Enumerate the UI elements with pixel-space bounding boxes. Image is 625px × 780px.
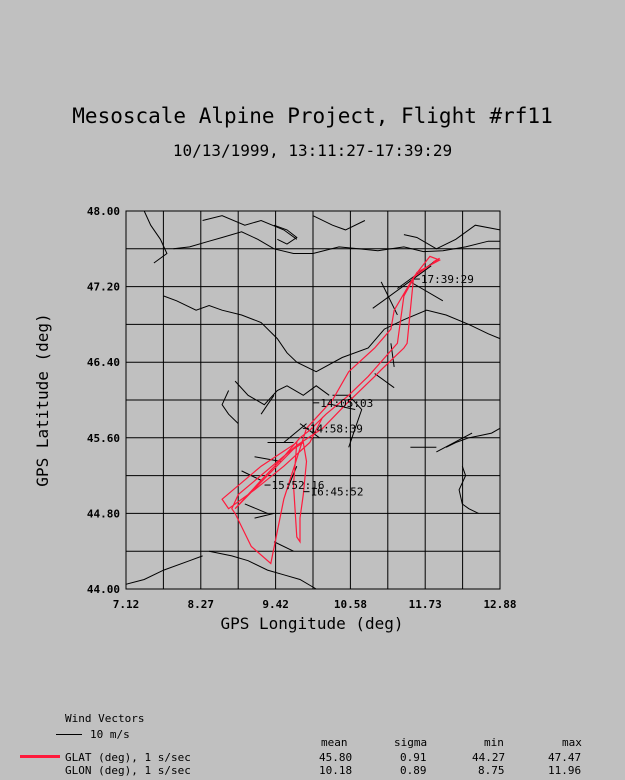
coastline bbox=[273, 224, 298, 245]
x-tick-label: 8.27 bbox=[188, 598, 215, 611]
y-tick-label: 44.00 bbox=[87, 583, 120, 596]
x-axis-label: GPS Longitude (deg) bbox=[220, 614, 403, 633]
stat-min: 8.75 bbox=[478, 764, 505, 777]
wind-scale-line bbox=[56, 734, 82, 735]
wind-vector bbox=[390, 343, 395, 367]
coastline bbox=[143, 210, 168, 264]
wind-scale-label: 10 m/s bbox=[90, 728, 130, 741]
stat-max: 11.96 bbox=[548, 764, 582, 777]
coastline bbox=[445, 427, 501, 448]
flight-track bbox=[221, 255, 442, 565]
y-tick-label: 46.40 bbox=[87, 356, 120, 369]
y-axis-label: GPS Latitude (deg) bbox=[33, 313, 52, 486]
wind-vector bbox=[244, 503, 268, 514]
y-tick-label: 44.80 bbox=[87, 507, 120, 520]
coastline bbox=[163, 295, 501, 373]
stat-sigma: 0.89 bbox=[400, 764, 427, 777]
chart-title: Mesoscale Alpine Project, Flight #rf11 bbox=[72, 104, 553, 128]
stat-header-min: min bbox=[484, 736, 504, 749]
time-annotation: 15:52:16 bbox=[272, 479, 325, 492]
time-annotation: 17:39:29 bbox=[421, 273, 474, 286]
coastline bbox=[125, 555, 203, 585]
y-tick-label: 47.20 bbox=[87, 281, 120, 294]
glat-swatch bbox=[20, 755, 60, 758]
wind-vector bbox=[372, 265, 432, 309]
chart-grid bbox=[125, 210, 501, 590]
wind-vector bbox=[436, 432, 473, 453]
stat-sigma: 0.91 bbox=[400, 751, 427, 764]
x-tick-label: 11.73 bbox=[409, 598, 442, 611]
stat-name: GLON (deg), 1 s/sec bbox=[65, 764, 191, 777]
stat-mean: 10.18 bbox=[319, 764, 353, 777]
stat-mean: 45.80 bbox=[319, 751, 353, 764]
wind-vectors-title: Wind Vectors bbox=[65, 712, 145, 725]
series-line-track bbox=[221, 255, 442, 565]
chart-subtitle: 10/13/1999, 13:11:27-17:39:29 bbox=[172, 141, 453, 160]
x-tick-label: 9.42 bbox=[262, 598, 289, 611]
wind-vector bbox=[410, 281, 444, 302]
wind-vector bbox=[273, 541, 294, 552]
coastline bbox=[312, 215, 366, 231]
wind-vector bbox=[283, 423, 307, 443]
time-annotation: 16:45:52 bbox=[311, 486, 364, 499]
time-annotation: 14:58:39 bbox=[310, 422, 363, 435]
stat-header-sigma: sigma bbox=[394, 736, 428, 749]
stat-min: 44.27 bbox=[472, 751, 506, 764]
coastline bbox=[221, 390, 239, 424]
x-tick-label: 7.12 bbox=[113, 598, 140, 611]
wind-vector bbox=[374, 373, 395, 389]
coastline bbox=[208, 550, 317, 590]
stat-name: GLAT (deg), 1 s/sec bbox=[65, 751, 191, 764]
coastline bbox=[173, 231, 500, 254]
coastline bbox=[403, 224, 501, 250]
y-tick-label: 45.60 bbox=[87, 432, 120, 445]
x-tick-label: 12.88 bbox=[483, 598, 516, 611]
x-tick-label: 10.58 bbox=[334, 598, 367, 611]
coastline bbox=[234, 380, 330, 406]
coastline bbox=[458, 466, 479, 514]
stat-header-mean: mean bbox=[321, 736, 348, 749]
wind-vector bbox=[254, 456, 281, 462]
y-tick-label: 48.00 bbox=[87, 205, 120, 218]
coastline bbox=[202, 215, 298, 240]
map-coastlines bbox=[125, 210, 501, 590]
coastline bbox=[332, 394, 363, 448]
flight-track-chart: 17:39:29 14:05:03 14:58:39 15:52:1616:45:52… bbox=[33, 205, 517, 633]
wind-vector bbox=[254, 512, 275, 519]
axis-ticks: 7.12 8.27 9.42 10.58 11.73 12.88 48.00 47.20 46.… bbox=[87, 205, 517, 611]
stat-max: 47.47 bbox=[548, 751, 582, 764]
coastline bbox=[260, 395, 275, 415]
time-annotation: 14:05:03 bbox=[320, 397, 373, 410]
stat-header-max: max bbox=[562, 736, 582, 749]
